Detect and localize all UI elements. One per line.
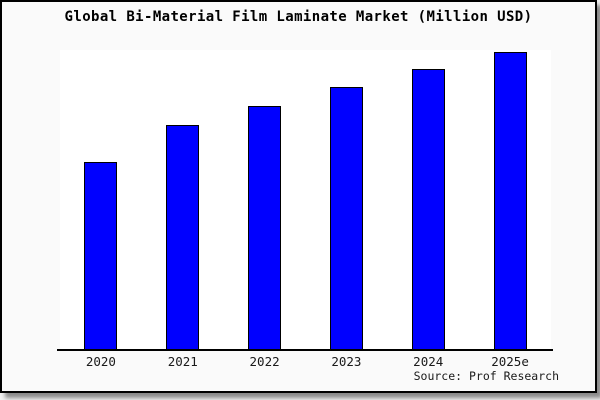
bar-2025e [493, 52, 527, 350]
bar-slot-2023 [305, 50, 387, 350]
bar-slot-2022 [224, 50, 306, 350]
plot-area [60, 50, 551, 350]
x-tick-label-2020: 2020 [85, 354, 116, 369]
bar-slot-2024 [387, 50, 469, 350]
x-tick-label-2024: 2024 [413, 354, 444, 369]
bar-2023 [329, 87, 363, 350]
bar-2024 [411, 69, 445, 350]
bars-container [60, 50, 551, 350]
bar-slot-2020 [60, 50, 142, 350]
chart-card: Global Bi-Material Film Laminate Market … [0, 0, 597, 393]
bar-2020 [84, 162, 118, 350]
x-tick-label-2023: 2023 [331, 354, 362, 369]
bar-slot-2021 [142, 50, 224, 350]
chart-title: Global Bi-Material Film Laminate Market … [64, 9, 533, 25]
x-tick-label-2025e: 2025e [491, 354, 529, 369]
x-axis-line [57, 349, 553, 351]
x-tick-label-2021: 2021 [167, 354, 198, 369]
bar-2021 [166, 125, 200, 350]
x-axis-labels: 2020 2021 2022 2023 2024 2025e [60, 354, 551, 369]
bar-slot-2025e [469, 50, 551, 350]
x-tick-label-2022: 2022 [249, 354, 280, 369]
bar-2022 [248, 106, 282, 350]
source-credit: Source: Prof Research [413, 369, 559, 383]
